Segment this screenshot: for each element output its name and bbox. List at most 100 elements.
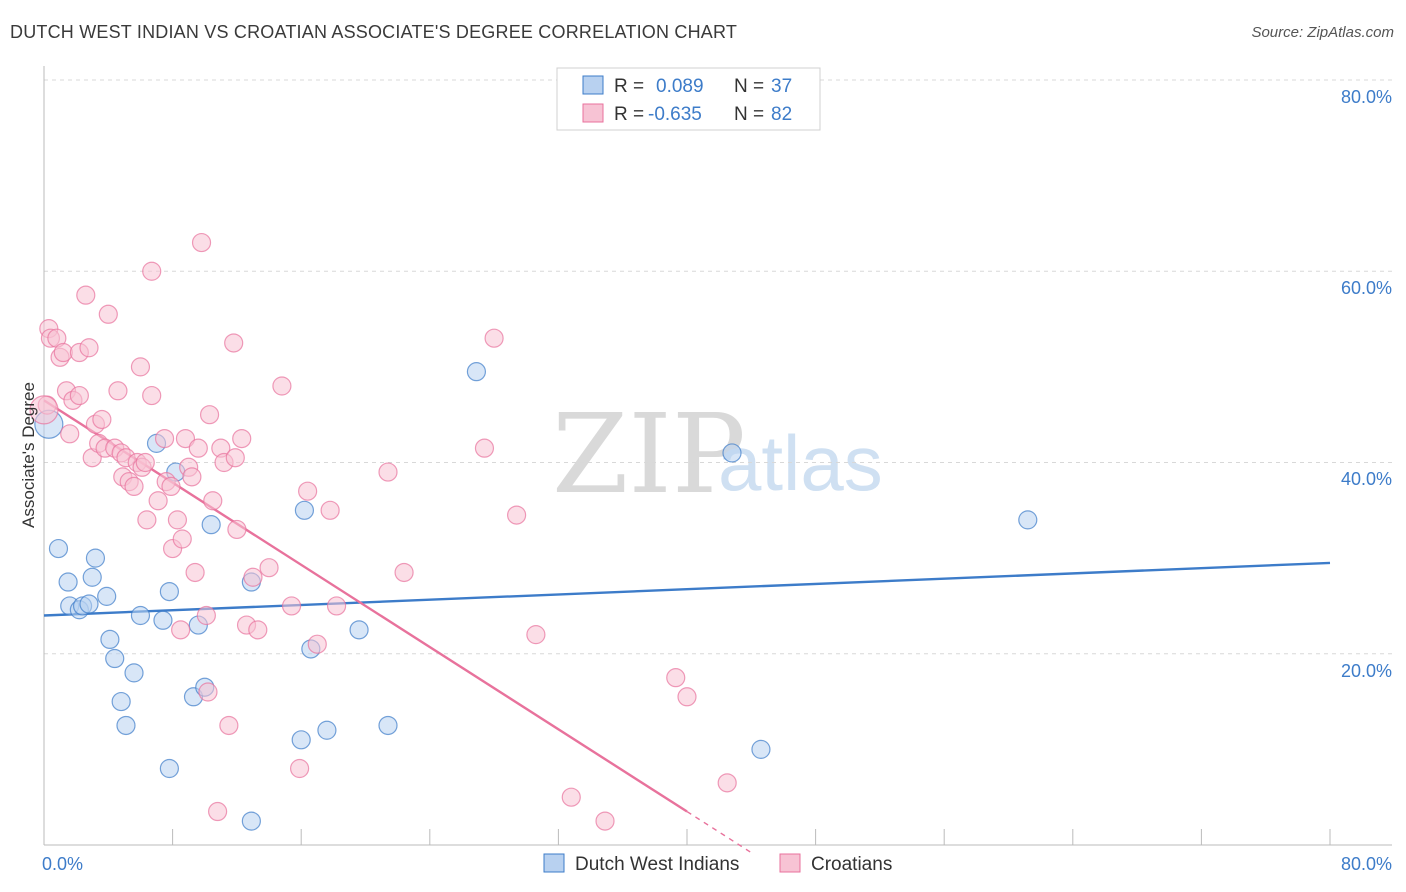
croatian-point xyxy=(281,596,302,616)
croatian-point xyxy=(199,405,220,425)
croatian-point xyxy=(474,438,495,458)
legend-r-label-2: R = xyxy=(614,104,644,125)
croatian-point xyxy=(161,476,181,497)
croatian-point xyxy=(182,467,202,487)
dutch-west-indian-point xyxy=(294,500,315,520)
watermark-zip: ZIP xyxy=(552,390,746,518)
x-tick-label-max: 80.0% xyxy=(1341,854,1392,874)
croatian-point xyxy=(677,687,697,707)
croatian-point xyxy=(307,634,327,654)
dutch-west-indian-point xyxy=(159,581,179,602)
croatian-point xyxy=(394,562,414,583)
croatian-point xyxy=(130,357,151,377)
croatian-point xyxy=(507,505,527,525)
dutch-west-indian-point xyxy=(201,515,221,535)
croatian-point xyxy=(326,596,347,616)
dutch-west-indian-point xyxy=(116,715,136,736)
dutch-west-indian-point xyxy=(124,663,144,683)
dutch-west-indian-point xyxy=(100,629,120,650)
dutch-west-indian-point xyxy=(48,538,69,559)
dutch-west-indian-point xyxy=(466,362,487,382)
croatian-point xyxy=(53,342,73,363)
legend-swatch-dutch-west-indians xyxy=(582,75,604,95)
croatian-point xyxy=(595,811,615,831)
legend-swatch-croatians xyxy=(582,103,604,123)
dutch-west-indian-point xyxy=(378,715,398,736)
dutch-west-indian-point xyxy=(349,620,369,640)
legend-n-label-1: N = xyxy=(734,76,764,97)
croatian-point xyxy=(172,529,192,549)
croatian-point xyxy=(243,567,263,587)
chart-source: Source: ZipAtlas.com xyxy=(1251,24,1394,41)
croatian-point xyxy=(148,491,168,511)
dutch-west-indian-point xyxy=(130,605,151,626)
legend-r-value-2: -0.635 xyxy=(648,104,702,125)
croatian-point xyxy=(227,519,247,540)
dutch-west-indian-point xyxy=(751,739,771,759)
croatian-point xyxy=(666,668,686,688)
croatian-point xyxy=(185,562,205,583)
dutch-west-indian-point xyxy=(317,720,337,740)
croatian-point xyxy=(225,448,245,468)
legend-r-label-1: R = xyxy=(614,76,644,97)
dutch-west-indian-point xyxy=(722,443,742,463)
croatian-point xyxy=(298,481,318,501)
series-legend: Dutch West Indians Croatians xyxy=(543,853,892,875)
croatian-point xyxy=(224,333,244,353)
croatian-point xyxy=(526,625,546,645)
dutch-west-indian-point xyxy=(1018,510,1038,530)
croatian-point xyxy=(289,758,310,779)
chart-title: DUTCH WEST INDIAN VS CROATIAN ASSOCIATE'… xyxy=(10,22,738,42)
croatian-point xyxy=(171,620,191,640)
bottom-legend-label-croatians: Croatians xyxy=(811,854,892,875)
dutch-west-indian-point xyxy=(82,567,102,587)
dutch-west-indian-point xyxy=(97,586,117,606)
croatian-point xyxy=(191,232,212,253)
dutch-west-indian-point xyxy=(153,610,173,630)
axes xyxy=(43,66,1392,846)
y-tick-label-20: 20.0% xyxy=(1341,661,1392,681)
croatian-point xyxy=(259,558,279,578)
legend-r-value-1: 0.089 xyxy=(656,76,704,97)
croatian-point xyxy=(98,304,118,324)
dutch-west-indian-point xyxy=(79,594,99,614)
croatian-point xyxy=(60,424,80,444)
croatian-point xyxy=(717,773,737,793)
croatian-point xyxy=(69,385,89,406)
croatian-point xyxy=(272,376,292,396)
croatian-point xyxy=(124,476,144,497)
croatian-point xyxy=(142,385,162,406)
croatian-point xyxy=(198,682,218,702)
bottom-legend-swatch-croatians xyxy=(779,853,801,873)
croatian-point xyxy=(154,428,175,449)
croatian-point xyxy=(378,462,398,482)
dutch-west-indian-point xyxy=(159,758,179,779)
croatian-point xyxy=(29,395,59,425)
croatian-point xyxy=(320,500,340,520)
y-axis-label: Associate's Degree xyxy=(19,382,38,528)
y-tick-label-80: 80.0% xyxy=(1341,87,1392,107)
croatian-point xyxy=(167,510,188,530)
y-tick-label-60: 60.0% xyxy=(1341,278,1392,298)
stats-legend: R = 0.089 N = 37 R = -0.635 N = 82 xyxy=(556,67,821,131)
legend-n-label-2: N = xyxy=(734,104,764,125)
croatian-point xyxy=(561,787,581,807)
croatian-point xyxy=(484,328,504,348)
croatian-point xyxy=(248,620,268,640)
bottom-legend-label-dutch-west-indians: Dutch West Indians xyxy=(575,854,739,875)
croatian-point xyxy=(219,715,239,736)
legend-n-value-2: 82 xyxy=(771,104,792,125)
x-tick-label-min: 0.0% xyxy=(42,854,83,874)
croatian-point xyxy=(135,452,155,473)
legend-n-value-1: 37 xyxy=(771,76,792,97)
bottom-legend-swatch-dutch-west-indians xyxy=(543,853,565,873)
croatian-point xyxy=(142,261,162,281)
dutch-west-indian-point xyxy=(291,730,311,750)
croatian-point xyxy=(208,801,228,822)
y-tick-label-40: 40.0% xyxy=(1341,469,1392,489)
dutch-west-indian-point xyxy=(105,648,125,669)
dutch-west-indian-point xyxy=(85,548,106,568)
croatian-point xyxy=(108,381,128,401)
croatian-point xyxy=(196,605,216,626)
